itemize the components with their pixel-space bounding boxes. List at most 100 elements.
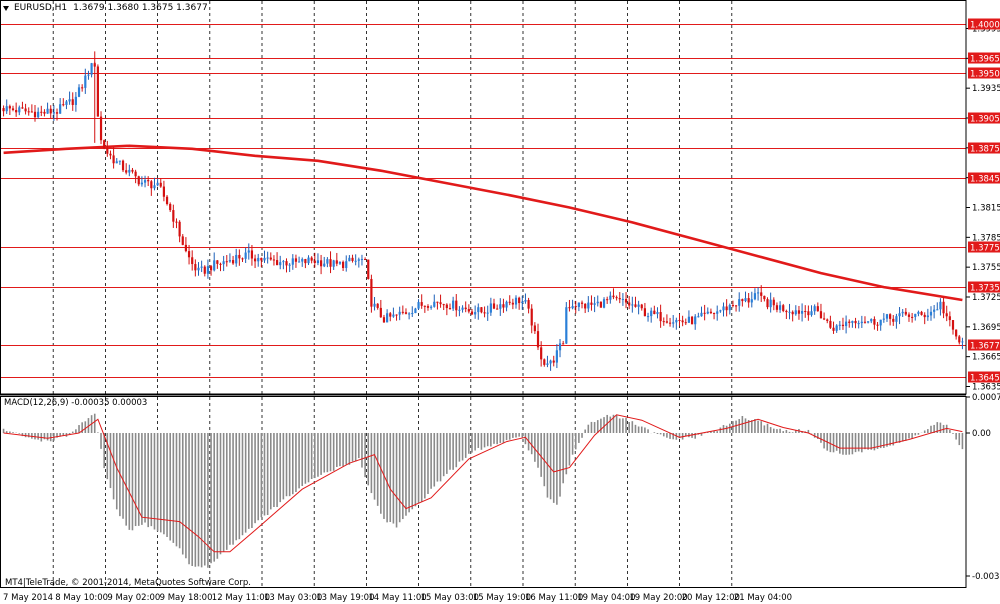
candle-body (55, 112, 59, 114)
triangle-down-icon[interactable] (3, 5, 9, 11)
candle-body (800, 311, 804, 314)
candle-body (791, 311, 794, 315)
price-level-tag-label: 1.3645 (970, 374, 1000, 384)
candle-body (71, 99, 74, 105)
candle-body (524, 300, 527, 302)
candle-body (398, 311, 401, 315)
time-axis-label: 19 May 20:00 (629, 593, 687, 603)
candle-body (521, 301, 524, 304)
candle-body (571, 306, 574, 309)
candle-body (624, 298, 628, 303)
candle-body (414, 308, 417, 314)
candle-body (213, 260, 216, 271)
candle-body (945, 313, 948, 317)
candle-body (125, 170, 128, 173)
candle-body (508, 301, 511, 303)
candle-body (103, 140, 106, 149)
candle-body (84, 75, 87, 88)
price-axis-label: 1.3815 (972, 204, 1000, 214)
macd-axis-label: 0.00 (972, 429, 991, 439)
candle-body (464, 307, 467, 310)
candle-body (128, 169, 131, 173)
candle-body (219, 263, 222, 265)
candle-body (492, 303, 496, 309)
candle-body (30, 111, 33, 113)
candle-body (499, 304, 502, 309)
candle-body (502, 304, 505, 308)
candle-body (181, 236, 184, 245)
candle-body (672, 322, 675, 324)
candle-body (348, 257, 351, 262)
candle-body (194, 264, 197, 271)
candle-body (631, 304, 634, 306)
candle-body (379, 307, 382, 318)
candle-body (382, 317, 386, 323)
candle-body (326, 259, 329, 264)
candle-body (294, 258, 298, 262)
candle-body (401, 311, 404, 313)
candle-body (901, 311, 904, 314)
candle-body (518, 297, 521, 304)
candle-body (235, 254, 238, 264)
candle-body (709, 311, 713, 314)
price-axis-label: 1.3755 (972, 263, 1000, 273)
candle-body (15, 109, 18, 113)
candle-body (719, 310, 722, 312)
candle-body (882, 318, 885, 320)
candle-body (628, 302, 631, 306)
candle-body (147, 180, 150, 182)
candle-body (285, 261, 288, 266)
candle-body (216, 260, 219, 264)
candle-body (753, 293, 757, 300)
price-level-tag (968, 241, 1000, 253)
candle-body (917, 311, 920, 314)
candle-body (436, 301, 439, 303)
candle-body (807, 311, 810, 316)
candle-body (470, 311, 474, 315)
candle-body (310, 257, 313, 261)
candle-body (2, 108, 5, 112)
candle-body (621, 298, 624, 300)
candle-body (250, 250, 254, 259)
candle-body (543, 359, 546, 365)
candle-body (593, 303, 596, 305)
candle-body (665, 321, 669, 323)
candle-body (496, 308, 499, 310)
candle-body (156, 182, 159, 186)
candle-body (778, 305, 782, 310)
ohlc-readout: 1.3679 1.3680 1.3675 1.3677 (73, 3, 208, 13)
candle-body (533, 325, 536, 332)
candle-body (301, 259, 304, 262)
candle-body (609, 295, 612, 300)
candle-body (549, 360, 552, 364)
candle-body (540, 347, 543, 360)
price-level-tag-label: 1.3965 (970, 55, 1000, 65)
candle-body (936, 309, 939, 311)
copyright-watermark: MT4|TeleTrade, © 2001-2014, MetaQuotes S… (5, 578, 251, 588)
price-level-tag (968, 18, 1000, 30)
candle-body (797, 310, 801, 314)
candle-body (275, 260, 279, 266)
candle-body (885, 314, 889, 319)
candle-body (939, 301, 942, 310)
candle-body (389, 313, 392, 317)
candle-body (153, 185, 156, 189)
candle-body (914, 313, 917, 317)
candle-body (329, 259, 332, 267)
candle-body (760, 292, 763, 296)
price-axis-label: 1.3935 (972, 84, 1000, 94)
candle-body (46, 108, 49, 114)
candle-body (766, 299, 769, 308)
candle-body (590, 302, 593, 305)
time-axis-label: 16 May 11:00 (525, 593, 583, 603)
candle-body (728, 305, 731, 311)
candle-body (134, 171, 137, 177)
candle-body (904, 311, 907, 315)
candle-body (832, 327, 835, 331)
time-axis-label: 15 May 03:00 (421, 593, 479, 603)
candle-body (838, 324, 841, 326)
time-axis-label: 7 May 2014 (3, 593, 53, 603)
candle-body (169, 204, 172, 211)
candle-body (873, 319, 876, 325)
